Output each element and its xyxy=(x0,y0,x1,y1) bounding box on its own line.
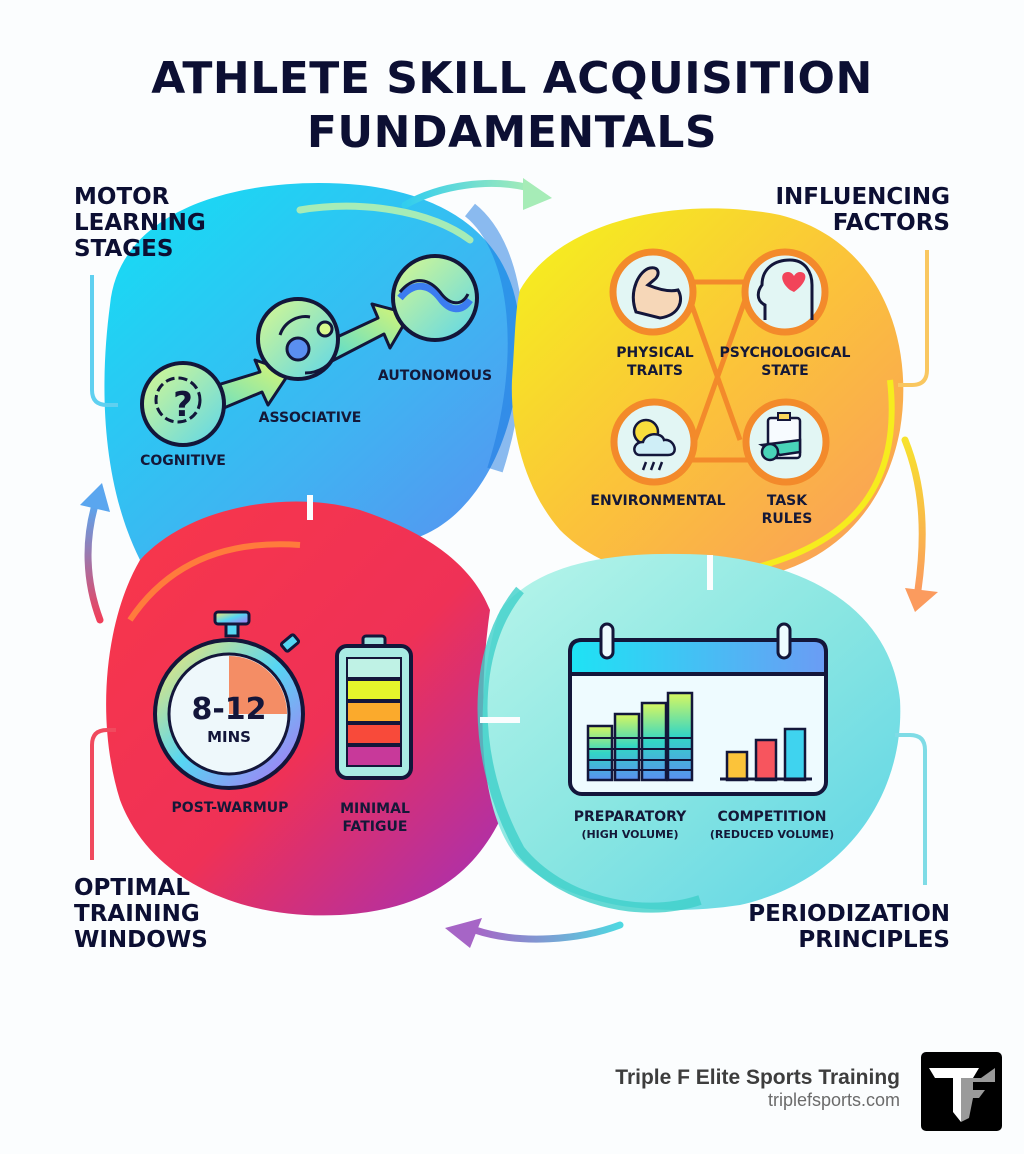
label-line: PREPARATORY xyxy=(573,809,687,825)
phase-label-competition: COMPETITION (REDUCED VOLUME) xyxy=(698,808,846,844)
motor-stage-icons: ? xyxy=(140,254,479,447)
label-line: PHYSICAL xyxy=(616,345,694,361)
factor-icons xyxy=(609,248,830,486)
title-line-1: ATHLETE SKILL ACQUISITION xyxy=(151,53,873,104)
flexed-arm-icon xyxy=(609,248,697,336)
label-line: FATIGUE xyxy=(342,819,408,835)
factor-label-task-rules: TASK RULES xyxy=(740,492,834,528)
wave-icon xyxy=(391,254,479,342)
brand-url[interactable]: triplefsports.com xyxy=(767,1090,900,1110)
cycle-arrows xyxy=(80,178,938,948)
heading-periodization-principles: PERIODIZATION PRINCIPLES xyxy=(748,901,950,953)
window-label-post-warmup: POST-WARMUP xyxy=(150,799,310,817)
label-line: TRAITS xyxy=(626,363,683,379)
label-line: COMPETITION xyxy=(717,809,827,825)
label-subline: (REDUCED VOLUME) xyxy=(709,828,835,841)
heading-line: TRAINING xyxy=(74,901,200,927)
brand-logo xyxy=(921,1052,1002,1131)
page-title: ATHLETE SKILL ACQUISITION FUNDAMENTALS xyxy=(0,52,1024,160)
heading-influencing-factors: INFLUENCING FACTORS xyxy=(775,184,950,236)
influencing-factors-blob xyxy=(511,208,904,581)
brand-name: Triple F Elite Sports Training xyxy=(615,1066,900,1089)
stage-label-autonomous: AUTONOMOUS xyxy=(377,368,493,384)
heading-motor-learning-stages: MOTOR LEARNING STAGES xyxy=(74,184,206,262)
heading-line: STAGES xyxy=(74,236,174,262)
battery-icon xyxy=(335,634,413,780)
connector-lines xyxy=(90,250,929,885)
title-line-2: FUNDAMENTALS xyxy=(306,107,718,158)
label-line: PSYCHOLOGICAL xyxy=(719,345,851,361)
heading-line: PRINCIPLES xyxy=(798,927,950,953)
stage-label-cognitive: COGNITIVE xyxy=(140,453,226,469)
label-subline: (HIGH VOLUME) xyxy=(581,828,679,841)
svg-text:?: ? xyxy=(173,385,193,425)
window-label-minimal-fatigue: MINIMAL FATIGUE xyxy=(320,800,430,836)
whistle-clipboard-icon xyxy=(742,398,830,486)
heading-line: PERIODIZATION xyxy=(748,901,950,927)
label-line: RULES xyxy=(761,511,813,527)
heading-optimal-training-windows: OPTIMAL TRAINING WINDOWS xyxy=(74,875,208,953)
label-line: MINIMAL xyxy=(340,801,410,817)
label-line: POST-WARMUP xyxy=(171,800,289,816)
heading-line: WINDOWS xyxy=(74,927,208,953)
heading-line: MOTOR xyxy=(74,184,170,210)
heading-line: FACTORS xyxy=(832,210,950,236)
stopwatch-icon xyxy=(153,610,305,790)
timer-unit: MINS xyxy=(207,728,251,746)
label-line: ENVIRONMENTAL xyxy=(590,493,726,509)
factor-label-physical-traits: PHYSICAL TRAITS xyxy=(600,344,710,380)
factor-label-environmental: ENVIRONMENTAL xyxy=(578,492,738,510)
timer-value: 8-12 xyxy=(191,692,267,727)
weather-icon xyxy=(610,398,698,486)
label-line: STATE xyxy=(761,363,809,379)
factor-label-psychological-state: PSYCHOLOGICAL STATE xyxy=(706,344,864,380)
phase-label-preparatory: PREPARATORY (HIGH VOLUME) xyxy=(560,808,700,844)
label-line: TASK xyxy=(766,493,808,509)
heading-line: OPTIMAL xyxy=(74,875,190,901)
heading-line: INFLUENCING xyxy=(775,184,950,210)
stage-label-associative: ASSOCIATIVE xyxy=(258,410,362,426)
heading-line: LEARNING xyxy=(74,210,206,236)
head-heart-icon xyxy=(741,248,829,336)
calendar-chart-icon xyxy=(568,622,828,796)
tf-logo-icon xyxy=(929,1068,995,1122)
